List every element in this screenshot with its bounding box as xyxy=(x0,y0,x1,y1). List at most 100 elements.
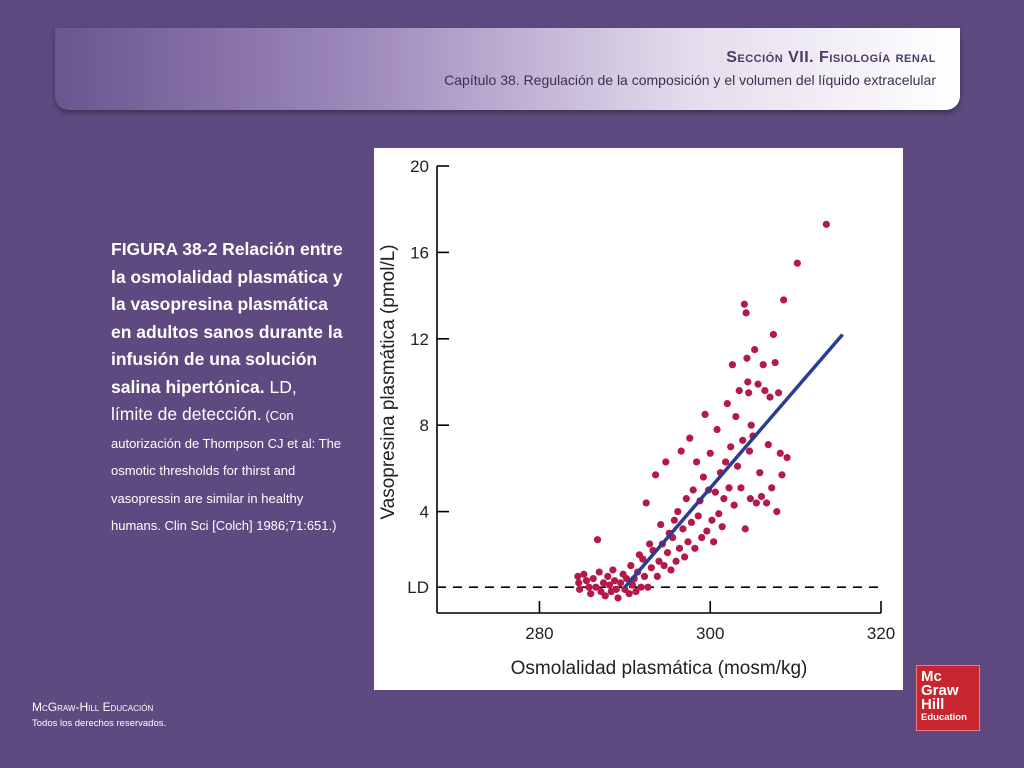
y-tick-label: 8 xyxy=(420,416,429,435)
data-point xyxy=(642,499,650,507)
data-point xyxy=(667,566,675,574)
data-point xyxy=(701,410,709,418)
y-tick-label: 20 xyxy=(410,157,429,176)
logo-line-2: Graw xyxy=(921,682,959,699)
section-title: Sección VII. Fisiología renal xyxy=(726,49,936,66)
data-point xyxy=(637,583,645,591)
data-point xyxy=(625,590,633,598)
data-point xyxy=(733,462,742,470)
y-tick-label: 12 xyxy=(410,330,429,349)
data-point xyxy=(657,520,665,529)
data-point xyxy=(732,412,740,421)
data-point xyxy=(703,527,711,535)
data-point xyxy=(674,508,682,516)
chart-panel: 4 8 12 16 20 280 300 320 LD Osmolalidad plasmátic… xyxy=(374,148,903,690)
data-point xyxy=(783,454,791,462)
data-point xyxy=(740,300,748,308)
data-point xyxy=(780,296,788,304)
logo-line-3: Hill xyxy=(921,696,945,713)
figure-caption: FIGURA 38-2 Relación entre la osmolalida… xyxy=(111,236,343,539)
data-point xyxy=(627,562,635,570)
data-point xyxy=(605,581,614,589)
data-point xyxy=(764,441,772,449)
footer-publisher: McGraw-Hill Educación xyxy=(32,700,154,714)
data-point xyxy=(711,488,719,496)
data-point xyxy=(660,562,668,570)
data-point xyxy=(745,389,753,397)
data-point xyxy=(662,458,670,466)
data-point xyxy=(735,387,743,395)
data-point xyxy=(761,387,769,395)
data-point xyxy=(710,538,718,546)
data-point xyxy=(720,495,728,503)
data-point xyxy=(580,570,588,578)
detection-limit-label: LD xyxy=(407,578,429,597)
data-point xyxy=(646,540,654,548)
data-point xyxy=(614,594,622,602)
data-point xyxy=(741,525,749,533)
y-axis-title: Vasopresina plasmática (pmol/L) xyxy=(378,244,399,519)
chapter-title: Capítulo 38. Regulación de la composició… xyxy=(444,72,936,88)
data-point xyxy=(574,572,582,580)
data-point xyxy=(653,572,661,580)
data-point xyxy=(675,544,684,552)
data-point xyxy=(587,590,595,598)
data-point xyxy=(778,471,786,479)
data-point xyxy=(632,587,640,596)
data-point xyxy=(706,449,714,457)
data-point xyxy=(759,361,767,369)
data-point xyxy=(679,525,687,533)
data-point xyxy=(694,512,702,520)
data-point xyxy=(575,585,584,593)
data-point xyxy=(793,259,801,267)
data-point xyxy=(663,549,672,557)
data-point xyxy=(609,566,617,574)
data-point xyxy=(718,523,726,531)
data-point xyxy=(595,568,603,576)
data-point xyxy=(640,572,649,580)
data-point xyxy=(670,516,678,524)
x-axis-title: Osmolalidad plasmática (mosm/kg) xyxy=(511,658,808,679)
header-banner: Sección VII. Fisiología renal Capítulo 3… xyxy=(55,28,960,110)
data-point xyxy=(730,501,738,509)
data-point xyxy=(599,579,608,587)
data-point xyxy=(612,585,620,593)
data-point xyxy=(699,473,707,481)
caption-bold: FIGURA 38-2 Relación entre la osmolalida… xyxy=(111,239,343,397)
regression-line xyxy=(623,333,844,589)
data-point xyxy=(737,484,745,492)
data-point xyxy=(682,495,690,503)
data-point xyxy=(725,484,733,492)
data-point xyxy=(575,579,583,587)
data-point xyxy=(639,555,647,563)
data-point xyxy=(651,471,660,479)
data-point xyxy=(611,577,619,585)
caption-citation: (Con autorización de Thompson CJ et al: … xyxy=(111,408,342,533)
data-point xyxy=(582,577,591,585)
x-tick-label: 300 xyxy=(696,624,724,643)
data-point xyxy=(744,378,752,386)
y-tick-label: 16 xyxy=(410,243,429,262)
data-point xyxy=(681,553,689,561)
data-point xyxy=(647,564,655,572)
data-point xyxy=(774,389,783,397)
data-point xyxy=(756,469,764,477)
data-point xyxy=(698,533,706,542)
data-point xyxy=(822,220,830,228)
scatter-chart: 4 8 12 16 20 280 300 320 LD Osmolalidad plasmátic… xyxy=(378,157,895,679)
data-point xyxy=(751,346,759,354)
caption-normal: LD, límite de detección. xyxy=(111,376,297,425)
data-point xyxy=(689,486,697,494)
data-point xyxy=(752,499,760,507)
data-point xyxy=(592,583,600,591)
logo-line-4: Education xyxy=(921,712,967,723)
data-point xyxy=(746,495,754,503)
data-point xyxy=(768,484,776,492)
data-point xyxy=(677,447,685,455)
data-point xyxy=(757,492,766,501)
x-tick-label: 320 xyxy=(867,624,895,643)
data-point xyxy=(769,330,778,339)
data-point xyxy=(672,557,680,565)
data-point xyxy=(747,421,755,429)
footer-rights: Todos los derechos reservados. xyxy=(32,718,167,729)
